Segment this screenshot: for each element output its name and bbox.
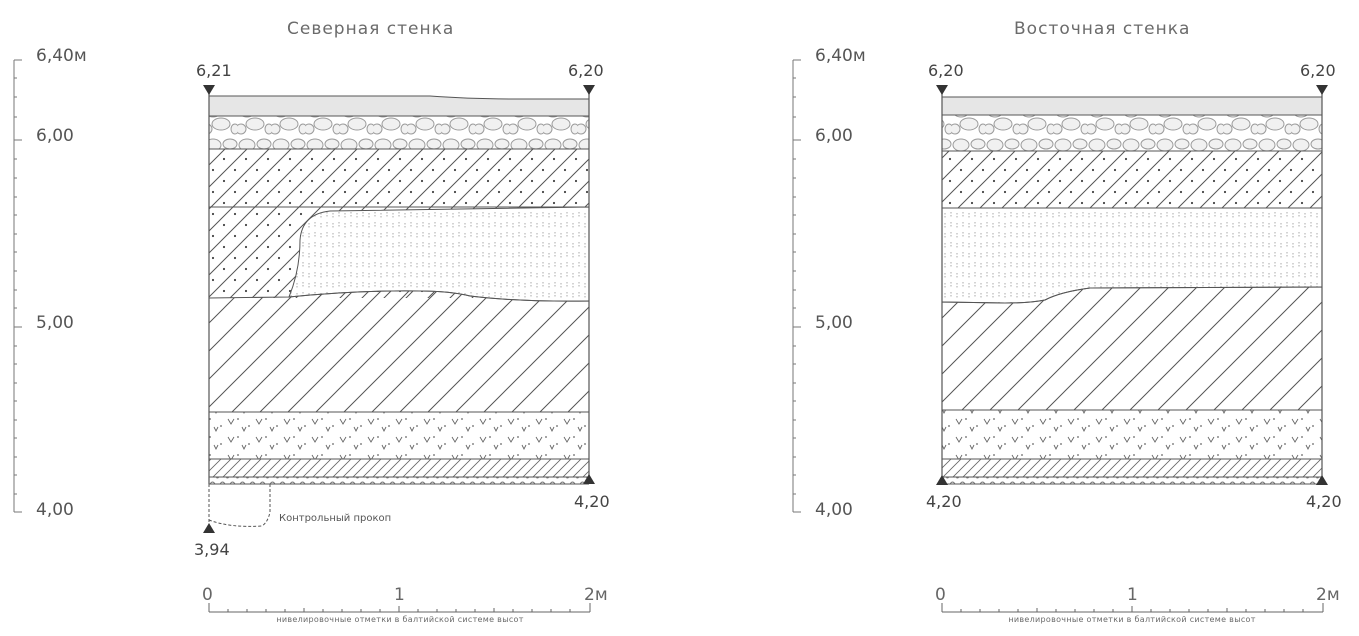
north-scale-caption: нивелировочные отметки в балтийской сист… (276, 615, 524, 624)
north-scale-label-1: 1 (394, 585, 405, 605)
north-elevation-axis (13, 59, 22, 513)
north-axis-label-top: 6,40м (36, 46, 87, 66)
north-bottom-right-elevation: 4,20 (574, 492, 610, 511)
east-bottom-right-elevation: 4,20 (1306, 492, 1342, 511)
east-scale-label-2: 2м (1316, 585, 1340, 605)
east-axis-label-5: 5,00 (815, 313, 853, 333)
north-top-left-elevation: 6,21 (196, 61, 232, 80)
east-section (792, 59, 1328, 613)
east-bottom-right-marker (1316, 475, 1328, 485)
east-section-title: Восточная стенка (1014, 19, 1191, 39)
east-axis-label-top: 6,40м (815, 46, 866, 66)
east-top-left-marker (936, 85, 948, 95)
east-axis-label-4: 4,00 (815, 500, 853, 520)
east-soil-profile (941, 90, 1323, 485)
north-top-left-marker (203, 85, 215, 95)
north-scale-label-0: 0 (202, 585, 213, 605)
east-bottom-left-elevation: 4,20 (926, 492, 962, 511)
east-scale-label-1: 1 (1127, 585, 1138, 605)
east-scale-caption: нивелировочные отметки в балтийской сист… (1008, 615, 1256, 624)
north-bottom-right-marker (583, 474, 595, 484)
north-bottom-left-elevation: 3,94 (194, 540, 230, 559)
control-pit-note: Контрольный прокоп (279, 513, 392, 524)
east-top-right-marker (1316, 85, 1328, 95)
east-elevation-axis (792, 59, 801, 513)
north-scale-label-2: 2м (584, 585, 608, 605)
north-axis-label-5: 5,00 (36, 313, 74, 333)
east-scale-bar (941, 603, 1324, 613)
north-bottom-left-marker (203, 523, 215, 533)
north-scale-bar (208, 603, 591, 613)
north-top-right-marker (583, 85, 595, 95)
north-section-title: Северная стенка (287, 19, 455, 39)
north-section (13, 59, 595, 613)
east-bottom-left-marker (936, 475, 948, 485)
east-axis-label-6: 6,00 (815, 126, 853, 146)
east-top-left-elevation: 6,20 (928, 61, 964, 80)
north-axis-label-6: 6,00 (36, 126, 74, 146)
east-scale-label-0: 0 (935, 585, 946, 605)
north-top-right-elevation: 6,20 (568, 61, 604, 80)
north-soil-profile (208, 90, 590, 530)
north-axis-label-4: 4,00 (36, 500, 74, 520)
east-top-right-elevation: 6,20 (1300, 61, 1336, 80)
